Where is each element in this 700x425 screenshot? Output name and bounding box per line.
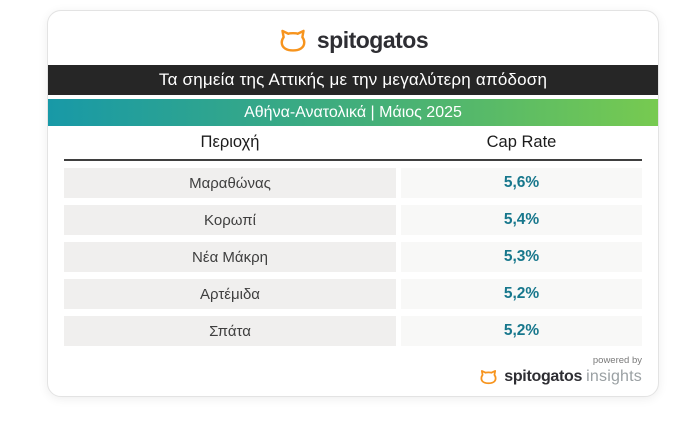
- subtitle-banner: Αθήνα-Ανατολικά | Μάιος 2025: [48, 99, 658, 126]
- footer-suffix-text: insights: [586, 368, 642, 385]
- column-header-cap-rate: Cap Rate: [486, 133, 557, 151]
- cat-icon: [278, 28, 308, 53]
- area-cell: Αρτέμιδα: [64, 279, 396, 309]
- table-row: Νέα Μάκρη 5,3%: [64, 242, 642, 272]
- spitogatos-logo: spitogatos: [48, 24, 658, 56]
- cap-rate-cell: 5,2%: [401, 316, 642, 346]
- subtitle-text: Αθήνα-Ανατολικά | Μάιος 2025: [244, 103, 462, 121]
- table-row: Αρτέμιδα 5,2%: [64, 279, 642, 309]
- table-row: Κορωπί 5,4%: [64, 205, 642, 235]
- area-cell: Νέα Μάκρη: [64, 242, 396, 272]
- cap-rate-cell: 5,4%: [401, 205, 642, 235]
- table-header-row: Περιοχή Cap Rate: [64, 126, 642, 161]
- area-cell: Μαραθώνας: [64, 168, 396, 198]
- cap-rate-cell: 5,2%: [401, 279, 642, 309]
- cap-rate-cell: 5,3%: [401, 242, 642, 272]
- table-row: Σπάτα 5,2%: [64, 316, 642, 346]
- report-card: spitogatos Τα σημεία της Αττικής με την …: [47, 10, 659, 397]
- column-header-area: Περιοχή: [200, 133, 260, 151]
- footer: powered by spitogatos insights: [48, 355, 642, 386]
- cap-rate-cell: 5,6%: [401, 168, 642, 198]
- area-cell: Σπάτα: [64, 316, 396, 346]
- table-row: Μαραθώνας 5,6%: [64, 168, 642, 198]
- logo-text: spitogatos: [316, 26, 429, 53]
- title-text: Τα σημεία της Αττικής με την μεγαλύτερη …: [158, 70, 548, 89]
- footer-brand-text: spitogatos: [504, 368, 583, 385]
- area-cell: Κορωπί: [64, 205, 396, 235]
- powered-by-label: powered by: [592, 355, 642, 366]
- spitogatos-insights-logo: spitogatos insights: [48, 368, 642, 386]
- cat-icon: [479, 369, 498, 385]
- title-banner: Τα σημεία της Αττικής με την μεγαλύτερη …: [48, 65, 658, 95]
- cap-rate-table: Περιοχή Cap Rate Μαραθώνας 5,6% Κορωπί 5…: [64, 126, 642, 346]
